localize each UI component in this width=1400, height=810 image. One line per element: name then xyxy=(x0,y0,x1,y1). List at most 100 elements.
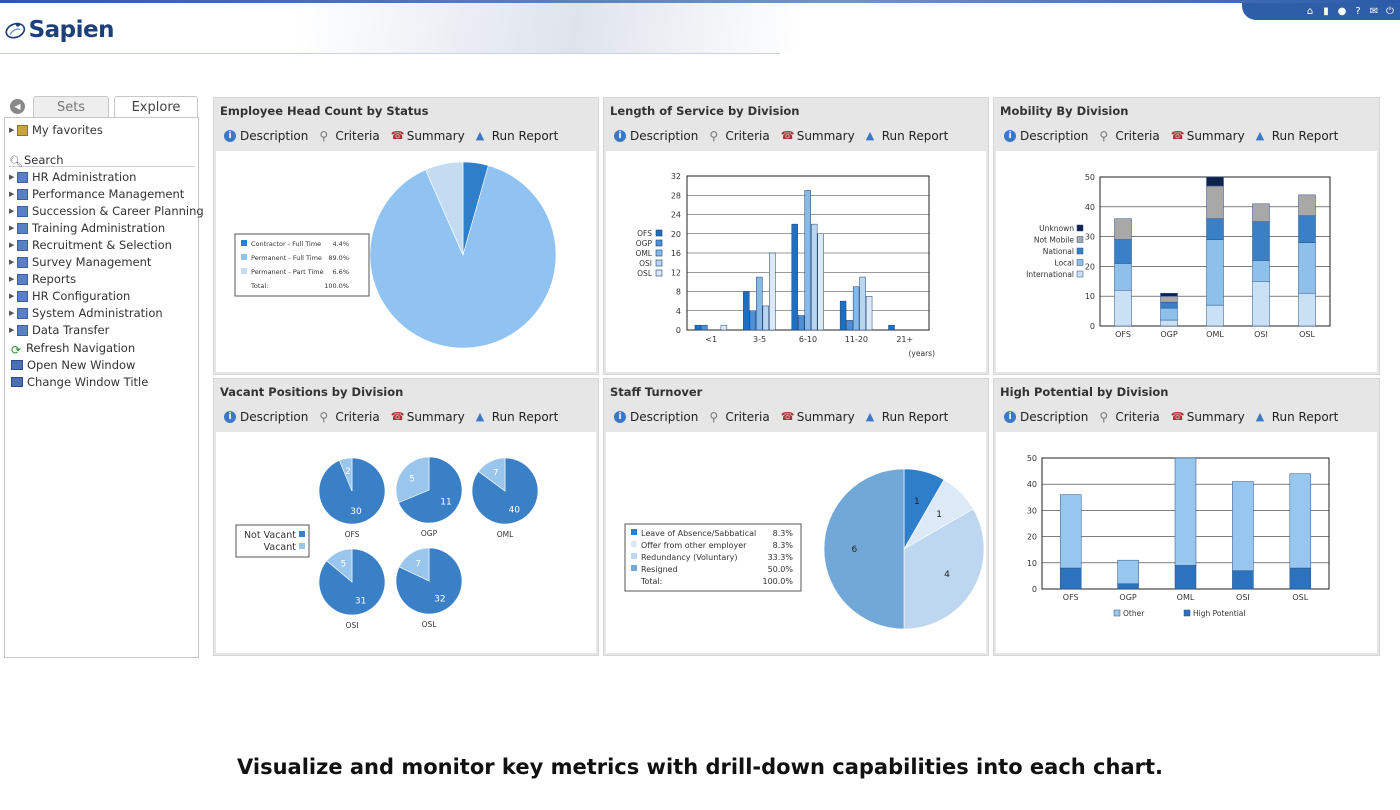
home-icon[interactable]: ⌂ xyxy=(1306,5,1314,17)
bar-segment[interactable] xyxy=(1298,215,1316,243)
description-button[interactable]: i Description xyxy=(614,129,698,143)
expand-arrow-icon[interactable]: ▶ xyxy=(9,190,15,198)
bar[interactable] xyxy=(701,324,708,331)
bar[interactable] xyxy=(798,315,805,331)
criteria-button[interactable]: ⚲ Criteria xyxy=(709,410,769,424)
bar-segment[interactable] xyxy=(1114,263,1132,291)
vacant-pie-slice[interactable] xyxy=(478,457,506,492)
criteria-button[interactable]: ⚲ Criteria xyxy=(319,129,379,143)
bar-segment[interactable] xyxy=(1206,218,1224,240)
bar[interactable] xyxy=(694,324,702,331)
bar[interactable] xyxy=(846,320,853,331)
run-report-button[interactable]: ▲ Run Report xyxy=(1256,410,1339,424)
vacant-pie-slice[interactable] xyxy=(326,548,353,583)
sidebar-item-system-administration[interactable]: ▶ System Administration xyxy=(9,305,163,321)
vacant-pie-slice[interactable] xyxy=(338,457,353,492)
sidebar-item-favorites[interactable]: ▶ My favorites xyxy=(9,122,103,138)
expand-arrow-icon[interactable]: ▶ xyxy=(9,326,15,334)
chart-area[interactable]: 30 2 OFS 11 5 OGP 40 7 OML 31 5 OSI 32 7 OSL Not Vacant… xyxy=(216,432,596,653)
turnover-pie-slice[interactable] xyxy=(903,508,985,630)
bar-segment[interactable] xyxy=(1252,281,1270,327)
sidebar-item-succession-career-planning[interactable]: ▶ Succession & Career Planning xyxy=(9,203,204,219)
chart-icon[interactable]: ▮ xyxy=(1323,5,1329,17)
summary-button[interactable]: ☎ Summary xyxy=(1171,410,1245,424)
bar[interactable] xyxy=(888,324,895,331)
power-icon[interactable]: ⏻ xyxy=(1386,5,1394,17)
expand-arrow-icon[interactable]: ▶ xyxy=(9,275,15,283)
expand-arrow-icon[interactable]: ▶ xyxy=(9,207,15,215)
bar-segment[interactable] xyxy=(1059,494,1082,569)
description-button[interactable]: i Description xyxy=(1004,410,1088,424)
bar[interactable] xyxy=(791,223,798,331)
run-report-button[interactable]: ▲ Run Report xyxy=(476,129,559,143)
description-button[interactable]: i Description xyxy=(224,410,308,424)
expand-arrow-icon[interactable]: ▶ xyxy=(9,126,15,134)
summary-button[interactable]: ☎ Summary xyxy=(1171,129,1245,143)
sidebar-item-hr-configuration[interactable]: ▶ HR Configuration xyxy=(9,288,130,304)
bar-segment[interactable] xyxy=(1298,292,1316,327)
bar[interactable] xyxy=(804,190,811,331)
bar-segment[interactable] xyxy=(1206,304,1224,327)
criteria-button[interactable]: ⚲ Criteria xyxy=(1099,129,1159,143)
sidebar-item-change-window-title[interactable]: Change Window Title xyxy=(11,374,148,390)
headcount-pie-slice[interactable] xyxy=(425,161,464,256)
summary-button[interactable]: ☎ Summary xyxy=(781,410,855,424)
bar-segment[interactable] xyxy=(1160,295,1178,303)
gear-icon[interactable]: ● xyxy=(1337,5,1347,17)
sidebar-item-hr-administration[interactable]: ▶ HR Administration xyxy=(9,169,136,185)
sidebar-item-open-new-window[interactable]: Open New Window xyxy=(11,357,135,373)
bar[interactable] xyxy=(720,324,728,331)
tab-sets[interactable]: Sets xyxy=(33,96,109,118)
chart-area[interactable]: Contractor - Full Time 4.4% Permanent - Fu… xyxy=(216,151,596,372)
bar-segment[interactable] xyxy=(1289,567,1312,590)
chart-area[interactable]: 0 4 8 12 16 20 24 28 32 <1 3-5 6-10 11-20 21+ (years) O… xyxy=(606,151,986,372)
bar-segment[interactable] xyxy=(1174,565,1197,590)
summary-button[interactable]: ☎ Summary xyxy=(391,129,465,143)
criteria-button[interactable]: ⚲ Criteria xyxy=(709,129,769,143)
sidebar-item-refresh-navigation[interactable]: ⟳ Refresh Navigation xyxy=(11,340,135,357)
expand-arrow-icon[interactable]: ▶ xyxy=(9,309,15,317)
bar-segment[interactable] xyxy=(1117,583,1139,590)
bar-segment[interactable] xyxy=(1160,307,1178,321)
chart-area[interactable]: 0 10 20 30 40 50 OFS OGP OML OSI OSL Other High Pote… xyxy=(996,432,1377,653)
bar-segment[interactable] xyxy=(1206,176,1224,187)
vacant-pie-slice[interactable] xyxy=(398,547,430,582)
sidebar-item-performance-management[interactable]: ▶ Performance Management xyxy=(9,186,184,202)
criteria-button[interactable]: ⚲ Criteria xyxy=(319,410,379,424)
collapse-sidebar-icon[interactable]: ◀ xyxy=(10,99,25,114)
bar-segment[interactable] xyxy=(1160,319,1178,327)
bar[interactable] xyxy=(743,291,750,331)
expand-arrow-icon[interactable]: ▶ xyxy=(9,258,15,266)
help-icon[interactable]: ? xyxy=(1355,5,1361,17)
description-button[interactable]: i Description xyxy=(224,129,308,143)
bar-segment[interactable] xyxy=(1232,481,1254,571)
bar-segment[interactable] xyxy=(1232,570,1254,590)
bar-segment[interactable] xyxy=(1114,218,1132,240)
expand-arrow-icon[interactable]: ▶ xyxy=(9,292,15,300)
criteria-button[interactable]: ⚲ Criteria xyxy=(1099,410,1159,424)
bar-segment[interactable] xyxy=(1117,559,1139,585)
bar[interactable] xyxy=(852,286,860,331)
chart-area[interactable]: 1 1 4 6 Leave of Absence/Sabbatical 8.3% Offer… xyxy=(606,432,986,653)
bar-segment[interactable] xyxy=(1289,473,1312,569)
bar[interactable] xyxy=(762,305,770,331)
sidebar-item-training-administration[interactable]: ▶ Training Administration xyxy=(9,220,165,236)
bar-segment[interactable] xyxy=(1298,242,1316,294)
sidebar-item-survey-management[interactable]: ▶ Survey Management xyxy=(9,254,151,270)
bar[interactable] xyxy=(817,233,824,331)
bar[interactable] xyxy=(839,300,847,331)
mail-icon[interactable]: ✉ xyxy=(1369,5,1379,17)
expand-arrow-icon[interactable]: ▶ xyxy=(9,224,15,232)
bar[interactable] xyxy=(859,276,866,331)
bar-segment[interactable] xyxy=(1160,292,1178,297)
bar[interactable] xyxy=(865,296,873,331)
bar-segment[interactable] xyxy=(1206,239,1224,306)
description-button[interactable]: i Description xyxy=(1004,129,1088,143)
bar-segment[interactable] xyxy=(1252,203,1270,222)
tab-explore[interactable]: Explore xyxy=(114,96,198,118)
headcount-pie-slice[interactable] xyxy=(369,165,557,349)
sidebar-item-recruitment-selection[interactable]: ▶ Recruitment & Selection xyxy=(9,237,172,253)
run-report-button[interactable]: ▲ Run Report xyxy=(1256,129,1339,143)
description-button[interactable]: i Description xyxy=(614,410,698,424)
bar-segment[interactable] xyxy=(1114,289,1132,327)
